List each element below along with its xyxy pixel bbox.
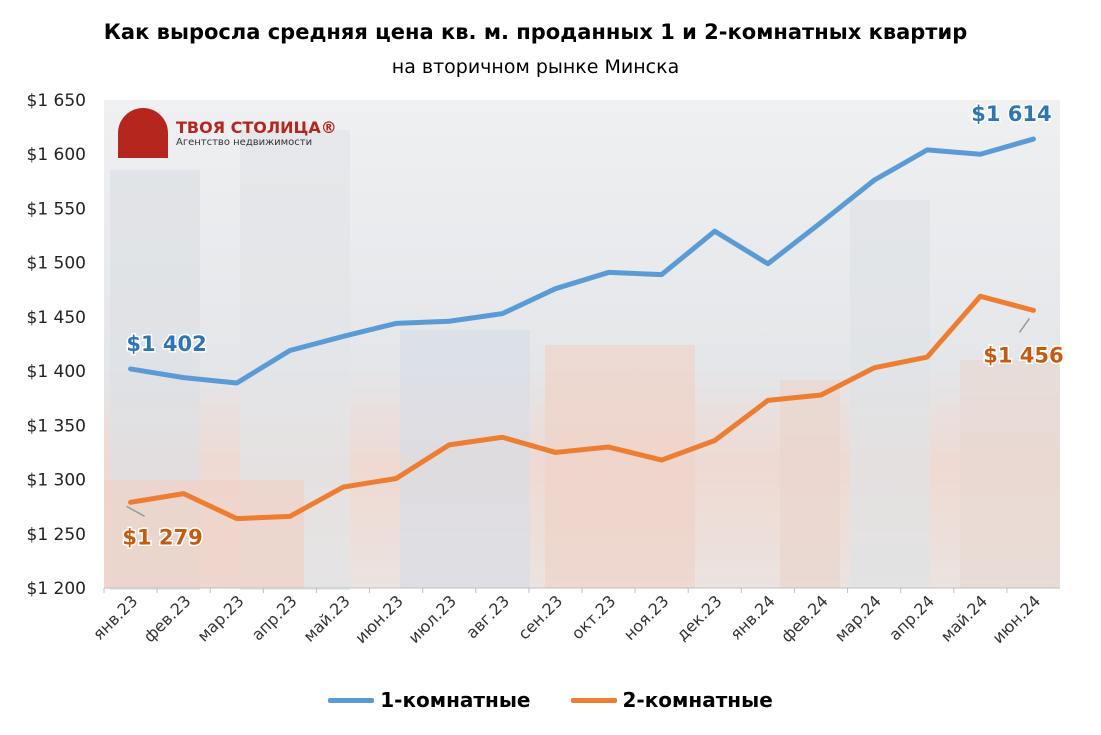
x-tick-label: мар.24 xyxy=(831,591,885,645)
data-point xyxy=(500,435,505,440)
data-point xyxy=(1031,137,1036,142)
series-line-1 xyxy=(128,136,1036,386)
data-point xyxy=(712,438,717,443)
x-tick-label: май.24 xyxy=(937,591,991,645)
y-tick-label: $1 550 xyxy=(27,199,86,219)
x-tick-label: ноя.23 xyxy=(620,591,673,644)
data-point xyxy=(659,458,664,463)
y-tick-label: $1 300 xyxy=(27,471,86,491)
data-point xyxy=(447,442,452,447)
chart-title: Как выросла средняя цена кв. м. проданны… xyxy=(103,20,968,44)
data-point xyxy=(659,272,664,277)
data-label: $1 279 xyxy=(122,525,202,549)
data-point xyxy=(819,392,823,397)
data-point xyxy=(128,500,133,505)
data-point xyxy=(181,375,186,380)
x-tick-label: янв.23 xyxy=(89,591,141,643)
background-building xyxy=(104,480,304,588)
data-point xyxy=(872,365,877,370)
legend-swatch xyxy=(570,697,617,703)
data-point xyxy=(394,321,399,326)
y-tick-label: $1 450 xyxy=(27,308,86,328)
x-tick-label: июл.23 xyxy=(405,591,461,647)
logo-building-icon xyxy=(118,108,168,158)
data-point xyxy=(234,516,239,521)
data-point xyxy=(872,178,877,183)
data-point xyxy=(341,334,345,339)
data-point xyxy=(1031,308,1036,313)
x-tick-label: апр.23 xyxy=(248,591,301,644)
x-tick-label: июн.23 xyxy=(351,591,407,647)
data-point xyxy=(925,147,930,152)
data-point xyxy=(287,514,292,519)
x-tick-label: фев.24 xyxy=(777,591,832,646)
data-point xyxy=(394,476,399,481)
data-label: $1 614 xyxy=(971,102,1051,126)
data-point xyxy=(765,261,770,266)
y-tick-label: $1 600 xyxy=(27,145,86,165)
data-point xyxy=(341,485,345,490)
x-tick-label: дек.23 xyxy=(673,591,726,644)
logo-subtitle: Агентство недвижимости xyxy=(176,136,313,148)
data-point xyxy=(925,355,930,360)
legend-label: 2-комнатные xyxy=(622,688,773,712)
data-point xyxy=(234,381,239,386)
data-point xyxy=(819,220,823,225)
x-tick-label: май.23 xyxy=(300,591,354,645)
data-point xyxy=(978,152,983,157)
x-tick-label: янв.24 xyxy=(726,591,778,643)
background-building xyxy=(850,200,930,588)
legend-swatch xyxy=(328,697,375,703)
background-building xyxy=(545,345,695,588)
logo-name: ТВОЯ СТОЛИЦА® xyxy=(176,117,337,137)
x-tick-label: апр.24 xyxy=(885,591,938,644)
background-building xyxy=(400,330,530,588)
x-tick-label: окт.23 xyxy=(568,591,620,643)
y-tick-label: $1 650 xyxy=(27,91,86,111)
data-label: $1 456 xyxy=(983,343,1063,367)
x-tick-label: авг.23 xyxy=(462,591,513,642)
chart-subtitle: на вторичном рынке Минска xyxy=(391,56,680,78)
background-building xyxy=(960,360,1060,588)
y-tick-label: $1 250 xyxy=(27,525,86,545)
y-tick-label: $1 350 xyxy=(27,416,86,436)
legend-item-2room: 2-комнатные xyxy=(570,688,773,712)
data-point xyxy=(712,229,717,234)
data-point xyxy=(287,348,292,353)
data-point xyxy=(553,450,558,455)
y-tick-label: $1 200 xyxy=(27,579,86,599)
data-label: $1 402 xyxy=(126,332,206,356)
data-point xyxy=(978,294,983,299)
data-point xyxy=(447,319,452,324)
data-point xyxy=(606,445,611,450)
data-point xyxy=(500,311,505,316)
x-tick-label: сен.23 xyxy=(514,591,566,643)
annotation-leader xyxy=(1018,317,1031,333)
legend-label: 1-комнатные xyxy=(380,688,531,712)
background-building xyxy=(780,380,840,588)
agency-logo: ТВОЯ СТОЛИЦА® Агентство недвижимости xyxy=(118,108,337,158)
y-tick-label: $1 500 xyxy=(27,254,86,274)
x-tick-label: мар.23 xyxy=(194,591,248,645)
x-tick-label: июн.24 xyxy=(989,591,1045,647)
series-line-2 xyxy=(128,293,1036,522)
legend: 1-комнатные 2-комнатные xyxy=(0,688,1101,712)
annotation-leader xyxy=(126,505,145,517)
data-point xyxy=(553,286,558,291)
data-point xyxy=(765,398,770,403)
data-point xyxy=(606,270,611,275)
y-tick-label: $1 400 xyxy=(27,362,86,382)
legend-item-1room: 1-комнатные xyxy=(328,688,531,712)
data-point xyxy=(128,366,133,371)
x-tick-label: фев.23 xyxy=(140,591,195,646)
data-point xyxy=(181,491,186,496)
